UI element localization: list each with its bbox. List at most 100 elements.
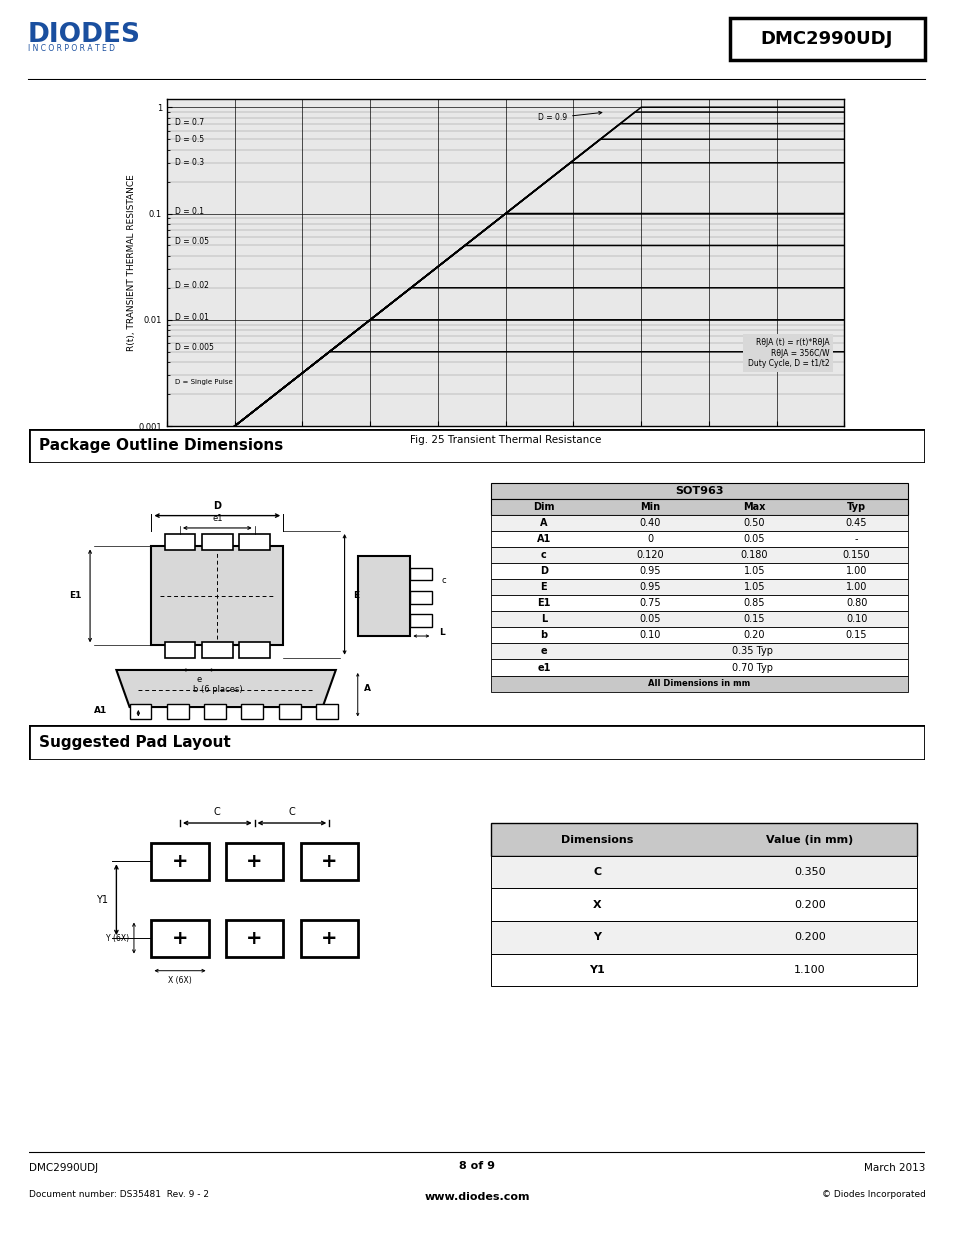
Y-axis label: R(t), TRANSIENT THERMAL RESISTANCE: R(t), TRANSIENT THERMAL RESISTANCE <box>127 174 135 351</box>
Text: D = 0.02: D = 0.02 <box>174 282 209 290</box>
Bar <box>202 642 233 658</box>
Text: Typ: Typ <box>846 501 865 513</box>
Text: A1: A1 <box>94 705 108 715</box>
Bar <box>410 568 432 580</box>
Bar <box>729 19 924 61</box>
Bar <box>490 643 906 659</box>
Text: 0.10: 0.10 <box>845 614 866 625</box>
Text: b (6 places): b (6 places) <box>193 685 242 694</box>
Bar <box>490 676 906 692</box>
Text: RθJA (t) = r(t)*RθJA
RθJA = 356C/W
Duty Cycle, D = t1/t2: RθJA (t) = r(t)*RθJA RθJA = 356C/W Duty … <box>747 338 828 368</box>
Bar <box>241 704 263 719</box>
Text: Min: Min <box>639 501 659 513</box>
Text: D = 0.1: D = 0.1 <box>174 206 203 216</box>
Text: -: - <box>854 534 858 545</box>
Text: 0.180: 0.180 <box>740 550 767 561</box>
Text: DIODES: DIODES <box>28 22 141 48</box>
Text: 0.45: 0.45 <box>845 517 866 529</box>
Text: Package Outline Dimensions: Package Outline Dimensions <box>39 438 283 453</box>
Text: c: c <box>440 576 445 585</box>
X-axis label: t1, PULSE DURATION TIME (sec): t1, PULSE DURATION TIME (sec) <box>428 442 582 453</box>
Bar <box>410 615 432 627</box>
Text: Fig. 25 Transient Thermal Resistance: Fig. 25 Transient Thermal Resistance <box>410 435 600 445</box>
Bar <box>226 844 283 879</box>
Text: 1.00: 1.00 <box>845 566 866 577</box>
Bar <box>410 592 432 604</box>
Text: +: + <box>246 852 263 871</box>
Text: X: X <box>592 900 600 910</box>
Text: Y: Y <box>593 932 600 942</box>
Text: Max: Max <box>742 501 765 513</box>
Bar <box>490 921 916 953</box>
Bar <box>152 920 209 956</box>
Bar <box>239 642 270 658</box>
Bar <box>315 704 337 719</box>
Text: e1: e1 <box>212 514 222 524</box>
Bar <box>167 704 189 719</box>
Text: Dim: Dim <box>533 501 554 513</box>
Text: 0.200: 0.200 <box>793 900 825 910</box>
Text: A: A <box>539 517 547 529</box>
Bar <box>490 611 906 627</box>
Bar <box>300 844 357 879</box>
Text: 0.15: 0.15 <box>845 630 866 641</box>
Bar <box>165 642 195 658</box>
Text: 0.85: 0.85 <box>743 598 764 609</box>
Text: D: D <box>213 501 221 511</box>
Text: Value (in mm): Value (in mm) <box>765 835 853 845</box>
Text: D = Single Pulse: D = Single Pulse <box>174 379 233 385</box>
Text: D = 0.7: D = 0.7 <box>174 117 204 127</box>
Text: e: e <box>540 646 547 657</box>
Text: b: b <box>539 630 547 641</box>
Text: 0.15: 0.15 <box>743 614 764 625</box>
Text: D = 0.5: D = 0.5 <box>174 135 204 143</box>
Text: E1: E1 <box>69 592 81 600</box>
Text: Y1: Y1 <box>589 965 604 974</box>
Bar <box>490 563 906 579</box>
Polygon shape <box>116 671 335 706</box>
Bar <box>490 483 906 499</box>
Text: L: L <box>438 629 444 637</box>
Text: E: E <box>540 582 547 593</box>
Text: C: C <box>213 808 220 818</box>
Text: C: C <box>593 867 600 877</box>
Text: X (6X): X (6X) <box>168 977 192 986</box>
Text: e: e <box>195 674 201 684</box>
Text: DMC2990UDJ: DMC2990UDJ <box>760 30 892 48</box>
Bar <box>490 547 906 563</box>
Bar <box>490 515 906 531</box>
Text: Y (6X): Y (6X) <box>107 934 130 942</box>
Bar <box>130 704 152 719</box>
Text: 1.05: 1.05 <box>743 566 764 577</box>
Text: 0.40: 0.40 <box>639 517 660 529</box>
Text: D: D <box>539 566 547 577</box>
Text: E1: E1 <box>537 598 550 609</box>
Bar <box>490 595 906 611</box>
Bar <box>490 856 916 888</box>
Text: March 2013: March 2013 <box>863 1163 924 1173</box>
Bar <box>490 499 906 515</box>
Text: 1.100: 1.100 <box>794 965 825 974</box>
Text: DMC2990UDJ: DMC2990UDJ <box>29 1163 97 1173</box>
Text: © Diodes Incorporated: © Diodes Incorporated <box>821 1191 924 1199</box>
Bar <box>357 556 410 636</box>
Bar <box>152 844 209 879</box>
Bar <box>490 953 916 987</box>
Text: E: E <box>353 592 359 600</box>
Text: D = 0.005: D = 0.005 <box>174 343 213 352</box>
Text: D = 0.01: D = 0.01 <box>174 314 209 322</box>
Bar <box>202 535 233 550</box>
Bar <box>490 888 916 921</box>
Text: D = 0.05: D = 0.05 <box>174 237 209 247</box>
Bar <box>490 659 906 676</box>
Text: 0.20: 0.20 <box>743 630 764 641</box>
Text: +: + <box>246 929 263 947</box>
Text: 0.120: 0.120 <box>636 550 663 561</box>
Text: A: A <box>364 684 371 693</box>
Bar <box>204 704 226 719</box>
Text: c: c <box>540 550 546 561</box>
Bar <box>152 546 283 645</box>
Text: A1: A1 <box>537 534 551 545</box>
Text: C: C <box>288 808 295 818</box>
Bar <box>490 824 916 856</box>
